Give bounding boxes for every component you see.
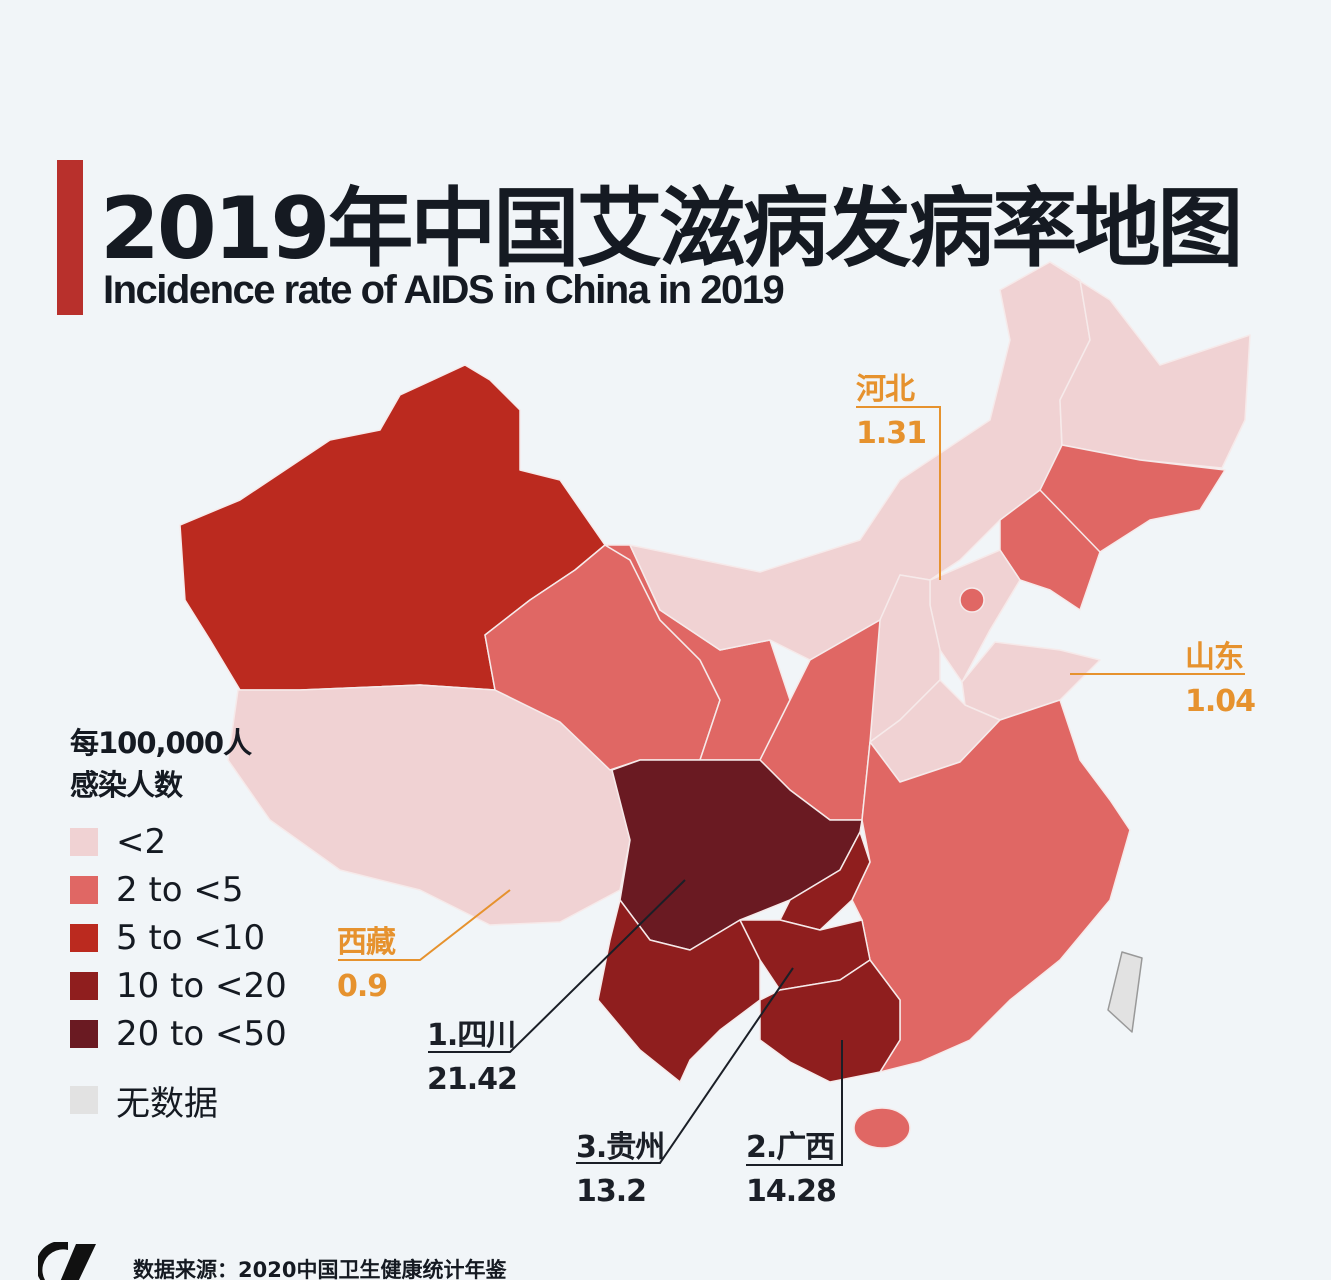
legend-item-no-data: 无数据 [70, 1076, 287, 1124]
annotation-name: 3.贵州 [576, 1130, 665, 1165]
annotation-value: 0.9 [337, 969, 388, 1004]
legend-label: 5 to <10 [116, 918, 266, 958]
legend-swatch [70, 828, 98, 856]
title-accent-bar [57, 160, 83, 315]
legend-label: 2 to <5 [116, 870, 244, 910]
annotation-name: 1.四川 [427, 1018, 516, 1053]
legend-label: <2 [116, 822, 167, 862]
annotation-name: 山东 [1185, 640, 1244, 675]
legend-label: 无数据 [116, 1083, 218, 1124]
province-liaoning [999, 489, 1101, 611]
annotation-value: 14.28 [746, 1174, 837, 1209]
leader-guangxi [746, 1040, 843, 1166]
province-beijing [959, 587, 985, 613]
legend-label: 20 to <50 [116, 1014, 287, 1054]
province-taiwan [1107, 951, 1143, 1033]
legend-swatch [70, 924, 98, 952]
province-guangxi [759, 959, 901, 1083]
leader-tibet [338, 889, 511, 961]
annotation-name: 西藏 [337, 925, 396, 960]
legend-swatch [70, 1086, 98, 1114]
annotation-value: 21.42 [427, 1062, 518, 1097]
annotation-shandong: 山东 1.04 [1185, 632, 1256, 719]
data-source: 数据来源：2020中国卫生健康统计年鉴 [133, 1258, 507, 1280]
leader-sichuan [428, 879, 686, 1053]
annotation-sichuan: 1.四川 21.42 [427, 1010, 518, 1097]
legend-swatch [70, 876, 98, 904]
province-heilongjiang [1049, 261, 1251, 469]
annotation-guizhou: 3.贵州 13.2 [576, 1122, 665, 1209]
legend: 每100,000人 感染人数 <2 2 to <5 5 to <10 10 to <2… [70, 722, 287, 1124]
annotation-value: 13.2 [576, 1174, 647, 1209]
province-yunnan [597, 899, 761, 1083]
page-subtitle: Incidence rate of AIDS in China in 2019 [103, 268, 785, 312]
legend-item: 2 to <5 [70, 866, 287, 914]
annotation-hebei: 河北 1.31 [856, 364, 927, 451]
legend-item: <2 [70, 818, 287, 866]
annotation-name: 河北 [856, 372, 915, 407]
province-shandong [961, 641, 1101, 721]
annotation-value: 1.04 [1185, 684, 1256, 719]
province-tibet [227, 684, 631, 926]
annotation-guangxi: 2.广西 14.28 [746, 1122, 837, 1209]
page-title: 2019年中国艾滋病发病率地图 [100, 179, 1243, 279]
legend-item: 10 to <20 [70, 962, 287, 1010]
legend-label: 10 to <20 [116, 966, 287, 1006]
legend-title-line2: 感染人数 [70, 768, 183, 802]
annotation-name: 2.广西 [746, 1130, 835, 1165]
brand-logo-icon [38, 1242, 96, 1280]
leader-hebei [856, 406, 941, 580]
annotation-value: 1.31 [856, 416, 927, 451]
legend-item: 5 to <10 [70, 914, 287, 962]
leader-guizhou [576, 967, 794, 1164]
legend-title-line1: 每100,000人 [70, 726, 252, 760]
legend-item: 20 to <50 [70, 1010, 287, 1058]
province-hainan [853, 1107, 911, 1149]
legend-swatch [70, 972, 98, 1000]
province-inner-mongolia [629, 261, 1091, 661]
annotation-tibet: 西藏 0.9 [337, 917, 396, 1004]
legend-swatch [70, 1020, 98, 1048]
